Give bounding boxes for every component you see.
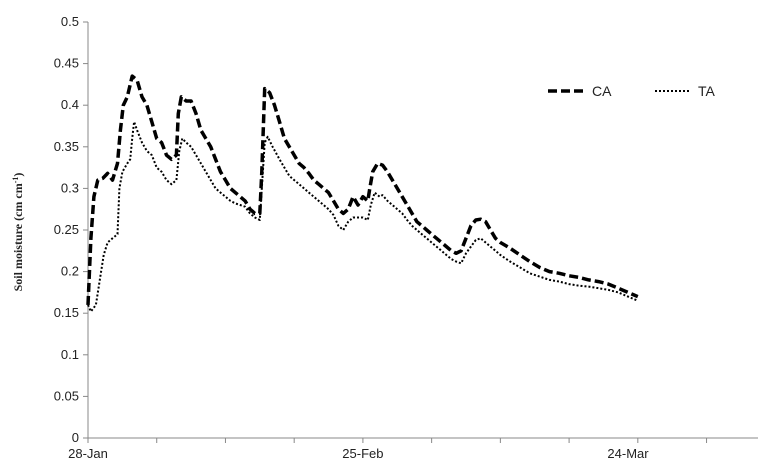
legend-label-ta: TA [698, 83, 716, 99]
y-axis-label: Soil moisture (cm cm-1) [11, 173, 25, 292]
y-ticks: 0 0.05 0.1 0.15 0.2 0.25 0.3 0.35 0.4 0.45 0.5 [54, 14, 88, 445]
y-tick-label: 0 [72, 430, 79, 445]
y-tick-label: 0.3 [61, 180, 79, 195]
series-layer [86, 74, 639, 313]
x-ticks: 28-Jan 25-Feb 24-Mar [68, 438, 708, 461]
y-tick-label: 0.4 [61, 97, 79, 112]
x-tick-label: 28-Jan [68, 446, 108, 461]
y-tick-label: 0.05 [54, 388, 79, 403]
y-tick-label: 0.2 [61, 264, 79, 279]
series-line-ta [87, 120, 639, 313]
y-tick-label: 0.35 [54, 139, 79, 154]
y-tick-label: 0.25 [54, 222, 79, 237]
series-line-ca [86, 74, 639, 305]
axes [87, 22, 758, 439]
y-tick-label: 0.45 [54, 56, 79, 71]
legend-label-ca: CA [592, 83, 612, 99]
y-tick-label: 0.5 [61, 14, 79, 29]
x-tick-label: 25-Feb [342, 446, 383, 461]
x-tick-label: 24-Mar [607, 446, 649, 461]
y-tick-label: 0.1 [61, 347, 79, 362]
y-tick-label: 0.15 [54, 305, 79, 320]
legend: CA TA [548, 83, 716, 99]
